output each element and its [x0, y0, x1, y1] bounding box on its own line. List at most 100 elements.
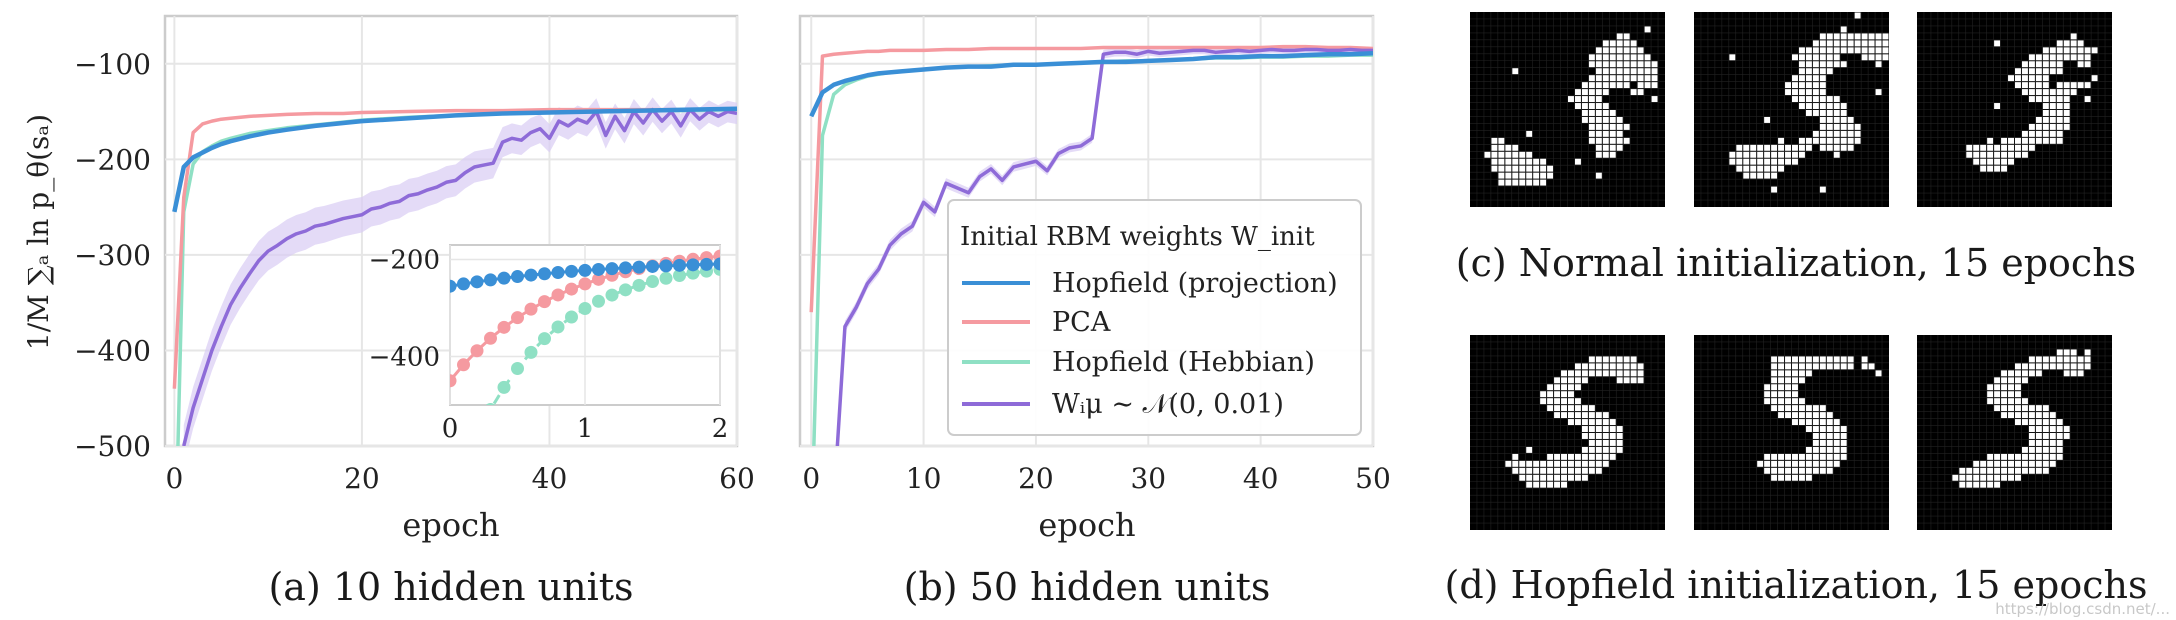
- inset-marker-pca: [470, 344, 484, 358]
- legend: Initial RBM weights W_init Hopfield (pro…: [947, 199, 1362, 436]
- digit-pixel: [2042, 68, 2049, 75]
- caption-b: (b) 50 hidden units: [904, 565, 1271, 609]
- digit-pixel: [1819, 439, 1826, 446]
- digit-pixel: [1875, 40, 1882, 47]
- inset-marker-hopfield-projection: [538, 267, 551, 281]
- digit-pixel: [2021, 419, 2028, 426]
- digit-pixel: [1792, 453, 1798, 460]
- digit-pixel: [1568, 377, 1574, 384]
- digit-pixel: [1505, 165, 1512, 172]
- digit-pixel: [1764, 144, 1771, 151]
- digit-pixel: [1771, 165, 1778, 172]
- digit-pixel: [1561, 405, 1567, 412]
- digit-pixel: [1609, 433, 1616, 439]
- digit-pixel: [2035, 54, 2042, 61]
- digit-pixel: [1812, 405, 1819, 412]
- digit-pixel: [1581, 474, 1588, 481]
- digit-image-hopfield-2: [1694, 335, 1889, 530]
- digit-pixel: [1644, 61, 1651, 68]
- digit-pixel: [1616, 123, 1623, 130]
- digit-pixel: [1792, 384, 1798, 391]
- digit-pixel: [1526, 481, 1533, 488]
- digit-pixel: [2063, 40, 2070, 47]
- digit-pixel: [1547, 481, 1554, 488]
- digit-pixel: [2077, 82, 2084, 89]
- digit-pixel: [1764, 165, 1771, 172]
- digit-pixel: [1785, 377, 1791, 384]
- inset-series: [450, 249, 720, 405]
- digit-pixel: [2084, 363, 2091, 370]
- digit-pixel: [1736, 151, 1743, 158]
- digit-pixel: [2049, 130, 2056, 137]
- digit-pixel: [1819, 40, 1826, 47]
- digit-pixel: [2042, 89, 2049, 96]
- digit-pixel: [2028, 130, 2035, 137]
- digit-pixel: [2042, 137, 2049, 144]
- digit-pixel: [2056, 439, 2063, 446]
- digit-pixel: [1792, 370, 1798, 377]
- digit-pixel: [1805, 412, 1812, 419]
- digit-pixel: [1540, 460, 1547, 467]
- digit-pixel: [1826, 123, 1833, 130]
- digit-pixel: [2084, 96, 2091, 103]
- digit-pixel: [1554, 391, 1561, 398]
- digit-pixel: [2049, 439, 2056, 446]
- digit-pixel: [1778, 467, 1785, 474]
- digit-pixel: [1651, 75, 1658, 82]
- digit-pixel: [1875, 89, 1882, 96]
- digit-pixel: [1840, 110, 1847, 116]
- digit-pixel: [2042, 96, 2049, 103]
- digit-pixel: [1743, 172, 1750, 179]
- inset-x-tick-label: 0: [442, 414, 459, 444]
- digit-pixel: [1526, 172, 1533, 179]
- digit-pixel: [1574, 460, 1581, 467]
- inset-marker-hopfield-projection: [524, 268, 538, 282]
- inset-marker-pca: [592, 272, 605, 286]
- digit-pixel: [1581, 96, 1588, 103]
- digit-pixel: [2028, 467, 2035, 474]
- digit-pixel: [1805, 103, 1812, 109]
- digit-pixel: [2028, 75, 2035, 82]
- digit-pixel: [1526, 158, 1533, 165]
- digit-pixel: [1533, 474, 1540, 481]
- digit-pixel: [1602, 426, 1609, 432]
- digit-pixel: [1792, 412, 1798, 419]
- digit-pixel: [1623, 54, 1630, 61]
- panel-b-x-axis-label: epoch: [1038, 506, 1135, 544]
- digit-pixel: [1623, 123, 1630, 130]
- digit-pixel: [1792, 82, 1798, 89]
- digit-pixel: [2028, 453, 2035, 460]
- digit-pixel: [1595, 103, 1602, 109]
- digit-pixel: [1973, 474, 1980, 481]
- digit-pixel: [1561, 481, 1567, 488]
- digit-pixel: [1637, 370, 1644, 377]
- digit-pixel: [1602, 40, 1609, 47]
- digit-pixel: [2028, 123, 2035, 130]
- digit-pixel: [1581, 377, 1588, 384]
- inset-marker-pca: [538, 295, 551, 309]
- inset-marker-hopfield-projection: [686, 258, 700, 272]
- digit-pixel: [1994, 467, 2001, 474]
- digit-pixel: [1595, 363, 1602, 370]
- digit-pixel: [1595, 426, 1602, 432]
- digit-pixel: [2015, 370, 2021, 377]
- digit-pixel: [1533, 179, 1540, 186]
- digit-pixel: [1743, 144, 1750, 151]
- digit-pixel: [1771, 467, 1778, 474]
- digit-pixel: [1630, 54, 1637, 61]
- digit-pixel: [1484, 151, 1491, 158]
- digit-pixel: [1778, 158, 1785, 165]
- digit-pixel: [1602, 116, 1609, 123]
- digit-pixel: [2028, 426, 2035, 432]
- y-tick-label: −300: [74, 239, 151, 272]
- digit-pixel: [2063, 96, 2070, 103]
- digit-pixel: [1819, 356, 1826, 363]
- digit-pixel: [1833, 439, 1840, 446]
- digit-pixel: [1798, 398, 1805, 405]
- digit-pixel: [1882, 47, 1889, 54]
- digit-pixel: [2001, 453, 2008, 460]
- digit-pixel: [1574, 474, 1581, 481]
- digit-pixel: [2056, 137, 2063, 144]
- digit-pixel: [1547, 391, 1554, 398]
- digit-pixel: [1805, 96, 1812, 103]
